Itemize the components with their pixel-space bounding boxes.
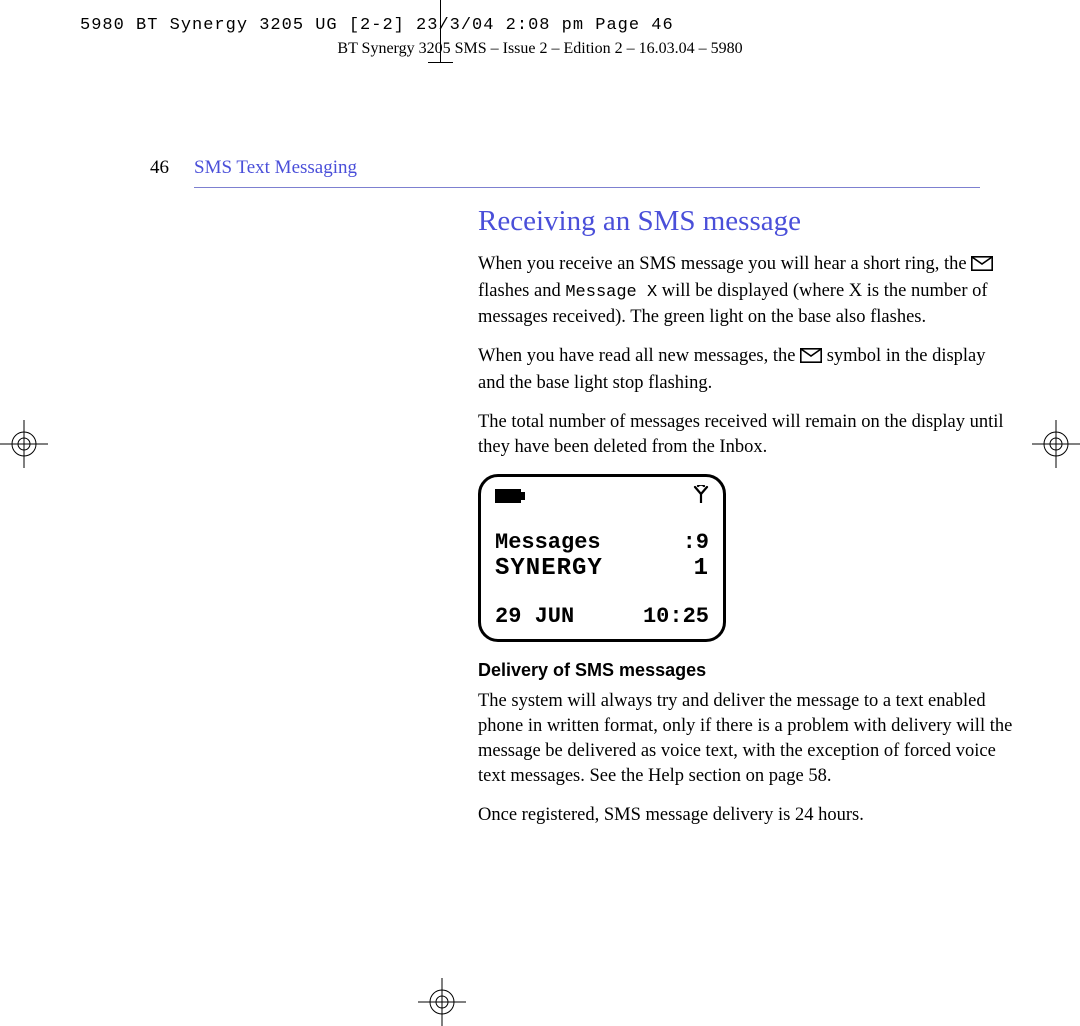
paragraph-3: The total number of messages received wi…: [478, 410, 1013, 460]
section-title: SMS Text Messaging: [194, 157, 357, 179]
crop-mark-top-h: [428, 62, 453, 63]
envelope-icon: [971, 254, 993, 279]
p1-text-a: When you receive an SMS message you will…: [478, 254, 971, 274]
lcd-handset-number: 1: [694, 556, 709, 582]
page-body: 46 SMS Text Messaging Receiving an SMS m…: [22, 65, 1058, 1026]
lcd-text-inline: Message X: [565, 283, 657, 302]
registration-mark-right: [1032, 420, 1080, 468]
print-slug: 5980 BT Synergy 3205 UG [2-2] 23/3/04 2:…: [80, 16, 674, 35]
p1-text-b: flashes and: [478, 281, 565, 301]
battery-icon: [495, 485, 525, 510]
lcd-status-row: [495, 487, 709, 509]
p2-text-a: When you have read all new messages, the: [478, 346, 800, 366]
lcd-row-1: Messages :9: [495, 531, 709, 555]
crop-mark-top-v: [440, 0, 441, 62]
lcd-handset-name: SYNERGY: [495, 556, 603, 582]
lcd-time: 10:25: [643, 605, 709, 629]
lcd-messages-count: :9: [683, 531, 709, 555]
running-head: BT Synergy 3205 SMS – Issue 2 – Edition …: [0, 40, 1080, 58]
paragraph-5: Once registered, SMS message delivery is…: [478, 803, 1013, 828]
lcd-messages-label: Messages: [495, 531, 601, 555]
lcd-row-3: 29 JUN 10:25: [495, 605, 709, 629]
paragraph-1: When you receive an SMS message you will…: [478, 252, 1013, 330]
lcd-row-2: SYNERGY 1: [495, 556, 709, 582]
envelope-icon: [800, 346, 822, 371]
lcd-body: Messages :9 SYNERGY 1: [495, 531, 709, 582]
main-content: Receiving an SMS message When you receiv…: [478, 205, 1013, 842]
lcd-date: 29 JUN: [495, 605, 574, 629]
registration-mark-left: [0, 420, 48, 468]
sub-heading: Delivery of SMS messages: [478, 660, 1013, 681]
paragraph-2: When you have read all new messages, the…: [478, 344, 1013, 396]
antenna-icon: [693, 485, 709, 510]
header-rule: [194, 187, 980, 188]
page-title: Receiving an SMS message: [478, 205, 1013, 238]
paragraph-4: The system will always try and deliver t…: [478, 689, 1013, 789]
page-number: 46: [150, 157, 169, 179]
registration-mark-bottom: [418, 978, 466, 1026]
lcd-display: Messages :9 SYNERGY 1 29 JUN 10:25: [478, 474, 726, 642]
